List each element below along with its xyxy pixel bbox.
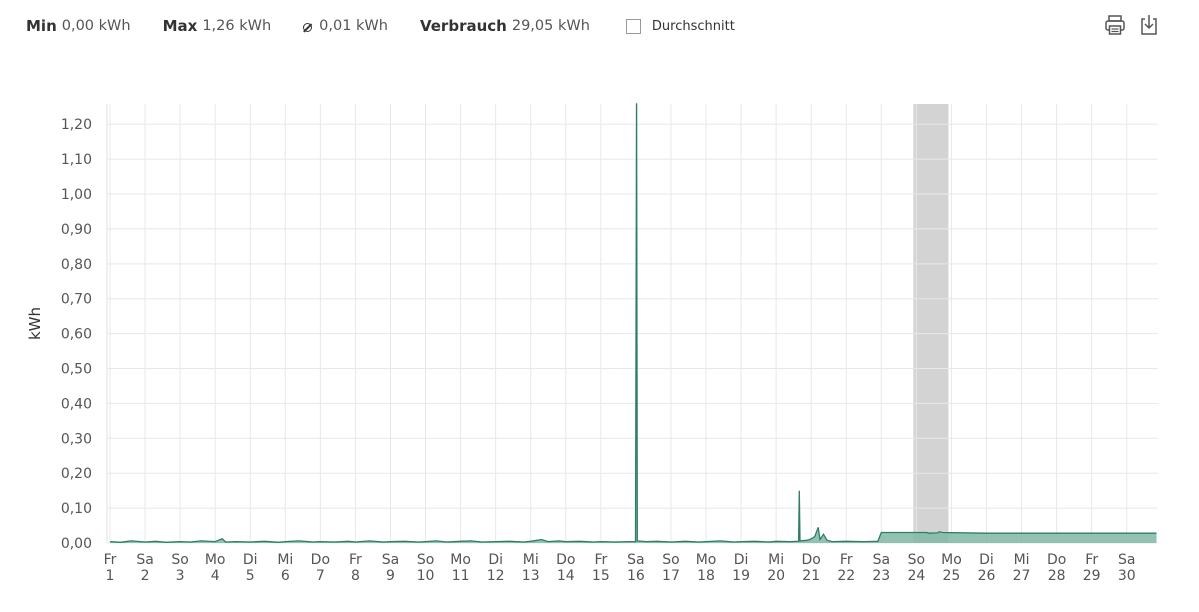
x-tick-date: 13 (522, 568, 540, 584)
stat-min-label: Min (26, 17, 57, 35)
y-tick-label: 0,60 (61, 327, 92, 343)
y-tick-label: 0,00 (61, 536, 92, 552)
stat-max-label: Max (162, 17, 198, 35)
x-tick-date: 2 (141, 568, 150, 584)
x-tick-date: 7 (316, 568, 325, 584)
y-tick-label: 0,80 (61, 257, 92, 273)
x-tick-day: Sa (1118, 552, 1135, 568)
average-toggle-label: Durchschnitt (651, 18, 735, 34)
y-tick-label: 1,20 (61, 117, 92, 133)
x-tick-day: Mo (205, 552, 226, 568)
x-tick-date: 26 (978, 568, 996, 584)
stat-total-label: Verbrauch (419, 17, 507, 35)
x-tick-day: Mo (450, 552, 471, 568)
x-tick-date: 17 (662, 568, 680, 584)
stats-bar: Min 0,00 kWh Max 1,26 kWh 0,01 kWh Verbr… (26, 15, 735, 37)
stat-average-value: 0,01 kWh (319, 18, 388, 34)
x-tick-date: 27 (1013, 568, 1031, 584)
x-tick-date: 5 (246, 568, 255, 584)
y-axis-label: kWh (26, 307, 44, 340)
stat-average: 0,01 kWh (303, 18, 388, 34)
download-icon[interactable] (1137, 13, 1161, 37)
x-tick-day: So (662, 552, 679, 568)
x-tick-day: Sa (873, 552, 890, 568)
x-tick-date: 28 (1048, 568, 1066, 584)
x-tick-day: Do (802, 552, 821, 568)
stat-max: Max 1,26 kWh (163, 17, 272, 35)
x-tick-date: 8 (351, 568, 360, 584)
x-tick-date: 16 (627, 568, 645, 584)
x-tick-date: 18 (697, 568, 715, 584)
x-tick-day: Fr (1085, 552, 1098, 568)
x-tick-date: 29 (1083, 568, 1101, 584)
x-tick-date: 10 (417, 568, 435, 584)
x-tick-day: Di (734, 552, 749, 568)
x-tick-day: Sa (136, 552, 153, 568)
x-tick-day: Mo (696, 552, 717, 568)
x-tick-date: 11 (452, 568, 470, 584)
x-tick-day: So (908, 552, 925, 568)
x-tick-day: Fr (349, 552, 362, 568)
x-tick-day: Mi (1014, 552, 1030, 568)
y-tick-label: 0,10 (61, 501, 92, 517)
x-tick-day: So (171, 552, 188, 568)
x-tick-day: Fr (594, 552, 607, 568)
x-tick-day: Mi (523, 552, 539, 568)
x-tick-day: Mi (768, 552, 784, 568)
y-tick-label: 1,10 (61, 152, 92, 168)
average-checkbox[interactable] (625, 18, 641, 34)
x-tick-date: 22 (837, 568, 855, 584)
x-tick-day: Sa (382, 552, 399, 568)
x-tick-date: 21 (802, 568, 820, 584)
x-tick-date: 24 (907, 568, 925, 584)
x-tick-date: 4 (211, 568, 220, 584)
y-tick-label: 0,90 (61, 222, 92, 238)
series-area (110, 103, 1157, 544)
x-tick-day: Fr (104, 552, 117, 568)
x-tick-day: Di (243, 552, 258, 568)
x-tick-day: Do (556, 552, 575, 568)
x-tick-date: 23 (872, 568, 890, 584)
x-tick-date: 20 (767, 568, 785, 584)
average-toggle[interactable]: Durchschnitt (625, 18, 735, 34)
x-tick-date: 12 (487, 568, 505, 584)
x-tick-day: Mi (277, 552, 293, 568)
x-tick-date: 1 (106, 568, 115, 584)
stat-total: Verbrauch 29,05 kWh (420, 17, 590, 35)
stat-total-value: 29,05 kWh (511, 18, 590, 34)
stat-min-value: 0,00 kWh (61, 18, 131, 34)
x-tick-day: Di (488, 552, 503, 568)
x-tick-day: Mo (941, 552, 962, 568)
y-tick-label: 0,40 (61, 396, 92, 412)
x-tick-day: Do (311, 552, 330, 568)
highlight-range (913, 104, 949, 543)
printer-icon[interactable] (1103, 13, 1127, 37)
x-tick-date: 15 (592, 568, 610, 584)
stat-min: Min 0,00 kWh (26, 17, 131, 35)
y-tick-label: 0,20 (61, 466, 92, 482)
series-line (109, 103, 1157, 543)
toolbar (1103, 13, 1161, 37)
stat-max-value: 1,26 kWh (202, 18, 272, 34)
x-tick-date: 6 (281, 568, 290, 584)
x-tick-date: 3 (176, 568, 185, 584)
x-tick-date: 14 (557, 568, 575, 584)
average-icon (303, 22, 313, 32)
x-tick-day: So (417, 552, 434, 568)
x-tick-day: Di (979, 552, 994, 568)
x-tick-date: 25 (943, 568, 961, 584)
x-tick-date: 9 (386, 568, 395, 584)
x-tick-day: Do (1047, 552, 1066, 568)
x-tick-date: 19 (732, 568, 750, 584)
x-tick-date: 30 (1118, 568, 1136, 584)
x-tick-day: Fr (840, 552, 853, 568)
y-tick-label: 1,00 (61, 187, 92, 203)
y-tick-label: 0,70 (61, 292, 92, 308)
y-tick-label: 0,50 (61, 362, 92, 378)
x-tick-day: Sa (627, 552, 644, 568)
y-tick-label: 0,30 (61, 431, 92, 447)
